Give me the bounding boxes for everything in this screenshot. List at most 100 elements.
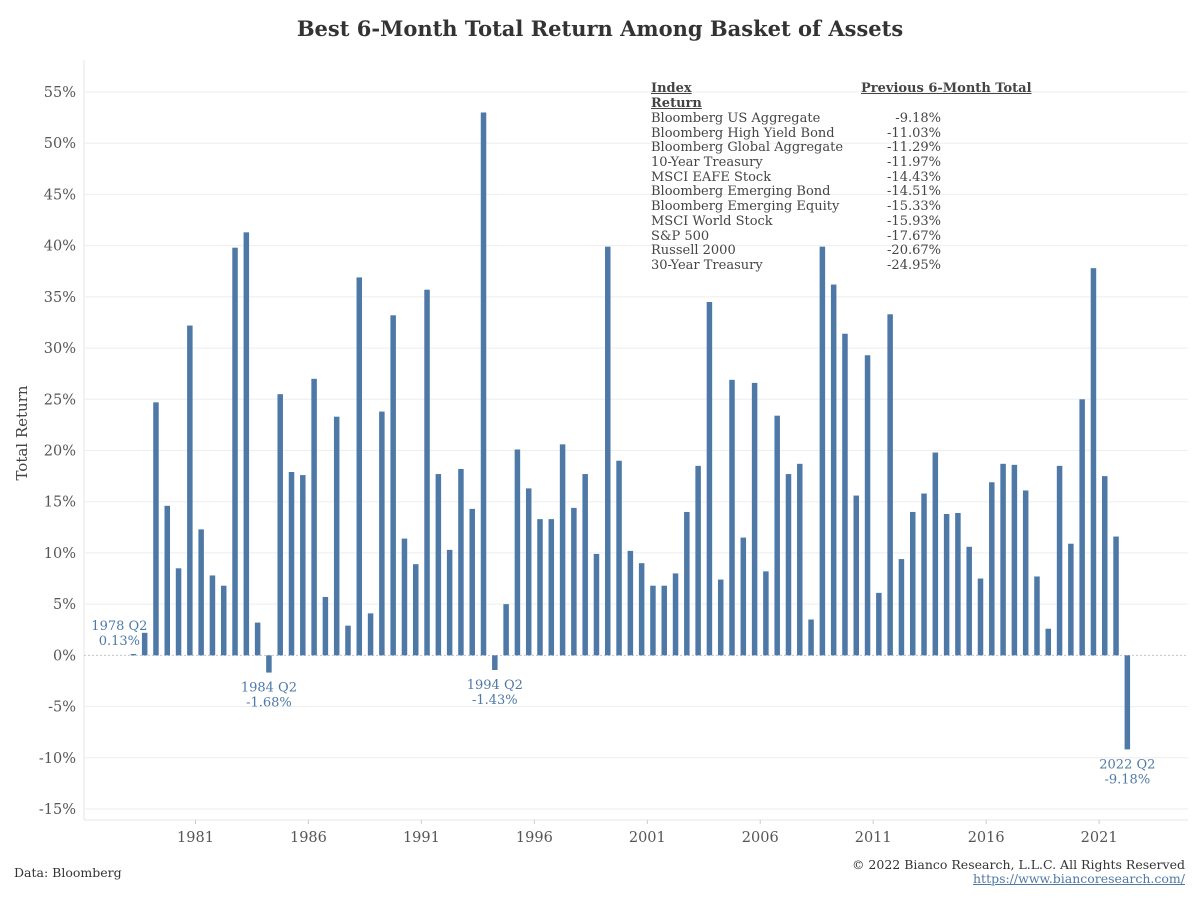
bar bbox=[932, 452, 939, 656]
index-name: Russell 2000 bbox=[651, 243, 736, 259]
bar bbox=[559, 444, 566, 656]
index-return-value: -11.29% bbox=[887, 140, 941, 156]
bar bbox=[367, 613, 374, 656]
table-row: Bloomberg US Aggregate -9.18% bbox=[651, 111, 1071, 127]
x-tick-label: 2006 bbox=[742, 830, 779, 846]
bar bbox=[616, 460, 622, 656]
bar bbox=[198, 529, 204, 656]
index-name: Bloomberg Emerging Bond bbox=[651, 184, 831, 200]
bar bbox=[356, 277, 363, 656]
x-tick-label: 2001 bbox=[629, 830, 666, 846]
bar bbox=[830, 284, 837, 656]
index-name: 30-Year Treasury bbox=[651, 257, 763, 273]
table-row: S&P 500 -17.67% bbox=[651, 228, 1071, 245]
bar bbox=[548, 519, 555, 656]
table-row: Bloomberg Emerging Equity -15.33% bbox=[651, 199, 1071, 215]
bar bbox=[819, 246, 826, 656]
y-tick-label: 5% bbox=[53, 597, 76, 613]
index-name: MSCI World Stock bbox=[651, 213, 773, 229]
x-tick-label: 1981 bbox=[177, 830, 214, 846]
index-name: MSCI EAFE Stock bbox=[651, 169, 772, 185]
bar bbox=[1022, 490, 1029, 656]
bar bbox=[684, 511, 690, 656]
annotation-label: 1984 Q2 bbox=[241, 681, 297, 696]
bar bbox=[740, 537, 747, 656]
table-rows: Bloomberg US Aggregate -9.18% Bloomberg Hi… bbox=[651, 111, 1071, 274]
annotation-label: 1978 Q2 bbox=[91, 619, 147, 634]
bar bbox=[672, 573, 679, 656]
table-row: Bloomberg Emerging Bond -14.51% bbox=[651, 185, 1071, 200]
bar bbox=[492, 655, 498, 671]
bar bbox=[345, 625, 351, 656]
bars bbox=[130, 112, 1131, 750]
bar bbox=[582, 474, 588, 656]
x-tick-label: 2016 bbox=[968, 830, 1005, 846]
bar bbox=[864, 355, 871, 656]
bar bbox=[1079, 399, 1085, 656]
bar bbox=[153, 402, 159, 656]
y-tick-label: 45% bbox=[44, 187, 76, 203]
bar bbox=[232, 247, 238, 656]
bar bbox=[525, 488, 532, 656]
bar bbox=[175, 568, 182, 656]
bar bbox=[593, 553, 600, 656]
bar bbox=[785, 474, 792, 656]
y-tick-label: 15% bbox=[44, 495, 76, 511]
bar bbox=[288, 472, 295, 656]
bar bbox=[977, 578, 984, 656]
bar bbox=[503, 604, 509, 656]
index-return-value: -17.67% bbox=[887, 228, 941, 244]
annotation-value: -9.18% bbox=[1104, 772, 1150, 787]
index-return-value: -15.93% bbox=[887, 213, 941, 229]
index-return-value: -14.43% bbox=[887, 169, 941, 185]
bar bbox=[311, 378, 317, 656]
table-header: Index Return Previous 6-Month Total bbox=[651, 81, 1071, 112]
x-tick-label: 1996 bbox=[516, 830, 553, 846]
x-tick-label: 2021 bbox=[1081, 830, 1118, 846]
copyright-notice: © 2022 Bianco Research, L.L.C. All Right… bbox=[851, 857, 1185, 872]
index-return-value: -11.97% bbox=[887, 155, 941, 171]
bar bbox=[876, 592, 882, 656]
y-axis: 55% 50% 45% 40% 35% 30% 25% 20% 15% 10% 5% 0% -5% -10… bbox=[39, 85, 76, 818]
x-tick-label: 2011 bbox=[855, 830, 892, 846]
source-link[interactable]: https://www.biancoresearch.com/ bbox=[973, 871, 1185, 886]
index-name: Bloomberg High Yield Bond bbox=[651, 125, 835, 141]
bar bbox=[1068, 543, 1074, 656]
bar bbox=[955, 512, 961, 656]
bar bbox=[1034, 576, 1040, 656]
bar bbox=[921, 493, 927, 656]
bar bbox=[220, 585, 227, 656]
annotation-value: 0.13% bbox=[99, 634, 140, 649]
table-header-previous: Previous 6-Month Total bbox=[861, 81, 1032, 96]
index-return-value: -9.18% bbox=[895, 111, 941, 126]
index-return-value: -14.51% bbox=[887, 184, 941, 200]
y-tick-label: 35% bbox=[44, 290, 76, 306]
table-row: Bloomberg Global Aggregate -11.29% bbox=[651, 141, 1071, 156]
bar bbox=[1045, 628, 1052, 656]
y-tick-label: 0% bbox=[53, 648, 76, 664]
table-row: 10-Year Treasury -11.97% bbox=[651, 155, 1071, 171]
x-axis: 1981 1986 1991 1996 2001 2006 2011 2016 2021 bbox=[177, 820, 1118, 846]
y-tick-label: 40% bbox=[44, 239, 76, 255]
bar bbox=[706, 301, 713, 656]
bar bbox=[187, 325, 193, 656]
bar bbox=[571, 507, 577, 656]
bar bbox=[514, 449, 521, 656]
annotation-value: -1.68% bbox=[246, 696, 292, 711]
index-return-value: -24.95% bbox=[887, 257, 941, 273]
bar bbox=[717, 579, 724, 656]
bar bbox=[898, 559, 905, 656]
bar bbox=[537, 519, 543, 656]
bar bbox=[1124, 655, 1131, 750]
bar bbox=[401, 538, 408, 656]
y-tick-label: 55% bbox=[44, 85, 76, 101]
bar bbox=[808, 619, 814, 656]
bar bbox=[909, 511, 916, 656]
y-tick-label: 10% bbox=[44, 546, 76, 562]
y-axis-label: Total Return bbox=[13, 385, 31, 480]
index-return-value: -15.33% bbox=[887, 199, 941, 215]
bar bbox=[424, 289, 430, 656]
index-name: 10-Year Treasury bbox=[651, 155, 763, 171]
bar bbox=[1000, 463, 1006, 656]
